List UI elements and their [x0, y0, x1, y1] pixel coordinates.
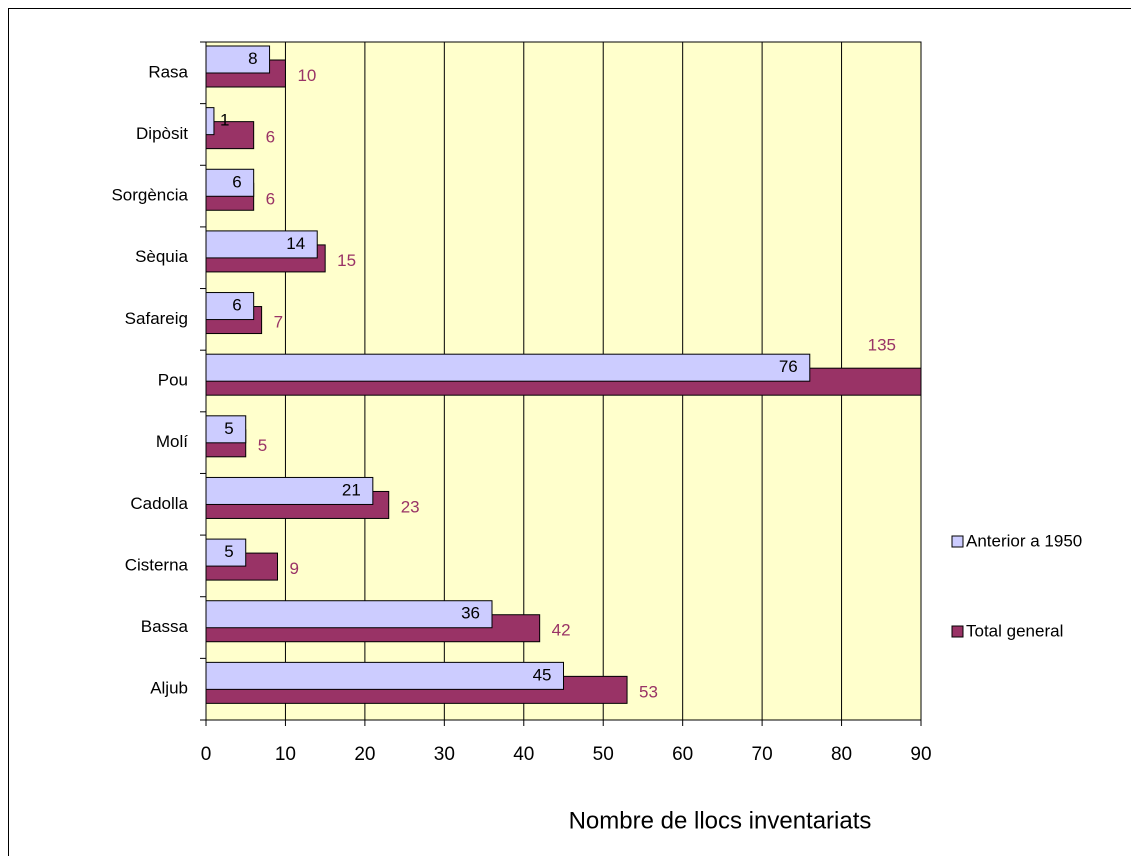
data-label: 42 — [552, 621, 571, 640]
y-tick-label: Rasa — [148, 62, 188, 81]
legend-label: Total general — [966, 621, 1063, 640]
data-label: 53 — [639, 682, 658, 701]
data-label: 23 — [401, 497, 420, 516]
frame — [8, 8, 1131, 856]
y-tick-label: Dipòsit — [136, 124, 188, 143]
data-label: 5 — [224, 542, 233, 561]
y-tick-label: Cisterna — [125, 555, 189, 574]
bar — [206, 661, 564, 690]
bar — [206, 292, 255, 321]
data-label: 21 — [342, 480, 361, 499]
legend-swatch — [951, 535, 964, 548]
x-tick-label: 0 — [201, 744, 212, 765]
bar — [206, 168, 255, 197]
data-label: 15 — [337, 251, 356, 270]
data-label: 1 — [220, 111, 229, 130]
data-label: 5 — [258, 436, 267, 455]
x-tick-label: 20 — [354, 744, 375, 765]
y-tick-label: Aljub — [150, 679, 188, 698]
bar — [206, 230, 318, 259]
bar — [206, 107, 215, 136]
data-label: 135 — [868, 336, 896, 355]
data-label: 8 — [248, 49, 257, 68]
bar — [206, 476, 374, 505]
bar — [206, 415, 247, 444]
y-tick-label: Pou — [158, 370, 188, 389]
legend-swatch — [951, 625, 964, 638]
bar — [206, 538, 247, 567]
bar — [206, 600, 493, 629]
x-tick-label: 10 — [275, 744, 296, 765]
y-tick-label: Sèquia — [135, 247, 188, 266]
x-tick-label: 70 — [752, 744, 773, 765]
bar — [206, 353, 811, 382]
data-label: 7 — [274, 313, 283, 332]
y-tick-label: Bassa — [141, 617, 189, 636]
x-tick-label: 80 — [831, 744, 852, 765]
data-label: 6 — [232, 172, 241, 191]
data-label: 6 — [232, 296, 241, 315]
data-label: 45 — [533, 665, 552, 684]
y-tick-label: Molí — [156, 432, 188, 451]
y-tick-label: Cadolla — [130, 494, 188, 513]
legend-label: Anterior a 1950 — [966, 531, 1082, 550]
x-tick-label: 90 — [910, 744, 931, 765]
data-label: 9 — [290, 559, 299, 578]
x-tick-label: 60 — [672, 744, 693, 765]
bar — [206, 45, 271, 74]
x-tick-label: 40 — [513, 744, 534, 765]
data-label: 76 — [779, 357, 798, 376]
data-label: 6 — [266, 189, 275, 208]
data-label: 36 — [461, 604, 480, 623]
x-tick-label: 30 — [434, 744, 455, 765]
data-label: 10 — [297, 66, 316, 85]
y-tick-label: Sorgència — [111, 186, 188, 205]
y-tick-label: Safareig — [125, 309, 188, 328]
data-label: 14 — [286, 234, 305, 253]
x-tick-label: 50 — [593, 744, 614, 765]
data-label: 6 — [266, 128, 275, 147]
data-label: 5 — [224, 419, 233, 438]
plot-border — [205, 41, 922, 721]
x-axis-title: Nombre de llocs inventariats — [569, 807, 872, 834]
